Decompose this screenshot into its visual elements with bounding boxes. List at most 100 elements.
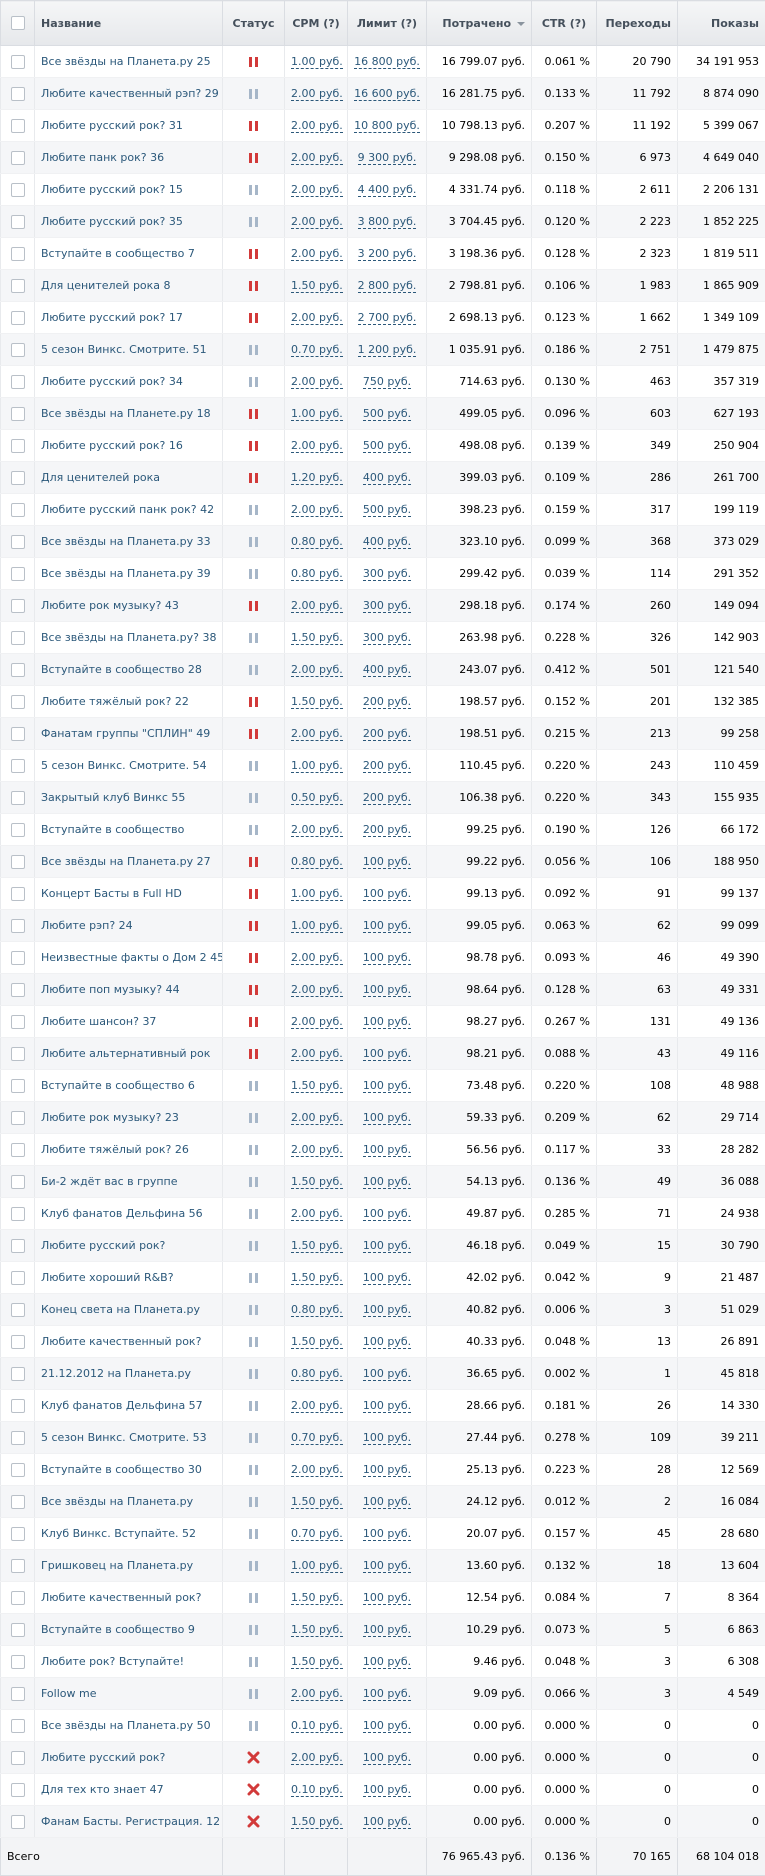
limit[interactable]: 200 руб.: [363, 695, 411, 709]
status-icon[interactable]: [223, 334, 285, 366]
ad-name-cell[interactable]: Для тех кто знает 47: [35, 1774, 223, 1806]
limit-cell[interactable]: 200 руб.: [348, 814, 427, 846]
ad-name-cell[interactable]: Любите панк рок? 36: [35, 142, 223, 174]
row-checkbox[interactable]: [1, 1582, 35, 1614]
row-checkbox[interactable]: [1, 1614, 35, 1646]
cpm[interactable]: 1.00 руб.: [291, 55, 343, 69]
cpm-cell[interactable]: 2.00 руб.: [285, 1198, 348, 1230]
ad-name-cell[interactable]: Конец света на Планета.ру: [35, 1294, 223, 1326]
cpm[interactable]: 2.00 руб.: [291, 823, 343, 837]
status-icon[interactable]: [223, 1166, 285, 1198]
cpm-cell[interactable]: 2.00 руб.: [285, 814, 348, 846]
status-icon[interactable]: [223, 1326, 285, 1358]
ad-name[interactable]: Вступайте в сообщество 28: [41, 663, 202, 676]
cpm-cell[interactable]: 1.00 руб.: [285, 1550, 348, 1582]
row-checkbox[interactable]: [1, 910, 35, 942]
row-checkbox[interactable]: [1, 718, 35, 750]
cpm-cell[interactable]: 2.00 руб.: [285, 302, 348, 334]
row-checkbox[interactable]: [1, 1518, 35, 1550]
ad-name[interactable]: Все звёзды на Планете.ру 18: [41, 407, 211, 420]
ad-name-cell[interactable]: Любите русский рок?: [35, 1742, 223, 1774]
row-checkbox[interactable]: [1, 974, 35, 1006]
ad-name-cell[interactable]: Любите качественный рок?: [35, 1326, 223, 1358]
cpm[interactable]: 2.00 руб.: [291, 1143, 343, 1157]
limit[interactable]: 100 руб.: [363, 1527, 411, 1541]
row-checkbox[interactable]: [1, 430, 35, 462]
ad-name-cell[interactable]: Любите русский рок? 35: [35, 206, 223, 238]
status-icon[interactable]: [223, 590, 285, 622]
ad-name-cell[interactable]: 5 сезон Винкс. Смотрите. 51: [35, 334, 223, 366]
ad-name[interactable]: Все звёзды на Планета.ру 39: [41, 567, 211, 580]
status-icon[interactable]: [223, 1102, 285, 1134]
limit-cell[interactable]: 100 руб.: [348, 1582, 427, 1614]
status-icon[interactable]: [223, 686, 285, 718]
status-icon[interactable]: [223, 718, 285, 750]
cpm-cell[interactable]: 1.00 руб.: [285, 750, 348, 782]
ad-name-cell[interactable]: Любите русский рок? 17: [35, 302, 223, 334]
ad-name[interactable]: 5 сезон Винкс. Смотрите. 53: [41, 1431, 207, 1444]
cpm-cell[interactable]: 2.00 руб.: [285, 1006, 348, 1038]
limit[interactable]: 100 руб.: [363, 1495, 411, 1509]
status-icon[interactable]: [223, 110, 285, 142]
cpm-cell[interactable]: 1.50 руб.: [285, 1166, 348, 1198]
status-icon[interactable]: [223, 1486, 285, 1518]
limit[interactable]: 750 руб.: [363, 375, 411, 389]
limit[interactable]: 200 руб.: [363, 823, 411, 837]
ad-name[interactable]: Закрытый клуб Винкс 55: [41, 791, 185, 804]
limit[interactable]: 100 руб.: [363, 1431, 411, 1445]
ad-name[interactable]: Любите русский рок? 34: [41, 375, 183, 388]
limit-cell[interactable]: 200 руб.: [348, 750, 427, 782]
limit-cell[interactable]: 200 руб.: [348, 686, 427, 718]
cpm[interactable]: 2.00 руб.: [291, 1399, 343, 1413]
ad-name[interactable]: Клуб Винкс. Вступайте. 52: [41, 1527, 196, 1540]
cpm[interactable]: 2.00 руб.: [291, 727, 343, 741]
ad-name-cell[interactable]: Любите рок? Вступайте!: [35, 1646, 223, 1678]
ad-name-cell[interactable]: Клуб фанатов Дельфина 56: [35, 1198, 223, 1230]
ad-name[interactable]: Любите русский рок?: [41, 1751, 165, 1764]
ad-name-cell[interactable]: Вступайте в сообщество: [35, 814, 223, 846]
cpm[interactable]: 2.00 руб.: [291, 87, 343, 101]
cpm-cell[interactable]: 1.50 руб.: [285, 1806, 348, 1838]
ad-name[interactable]: Любите хороший R&B?: [41, 1271, 174, 1284]
ad-name-cell[interactable]: Концерт Басты в Full HD: [35, 878, 223, 910]
ad-name[interactable]: Любите тяжёлый рок? 26: [41, 1143, 189, 1156]
limit[interactable]: 400 руб.: [363, 535, 411, 549]
limit[interactable]: 100 руб.: [363, 951, 411, 965]
cpm[interactable]: 0.80 руб.: [291, 855, 343, 869]
ad-name[interactable]: Конец света на Планета.ру: [41, 1303, 200, 1316]
ad-name[interactable]: Любите русский рок? 31: [41, 119, 183, 132]
ad-name-cell[interactable]: Любите хороший R&B?: [35, 1262, 223, 1294]
ad-name[interactable]: Вступайте в сообщество 30: [41, 1463, 202, 1476]
limit-cell[interactable]: 100 руб.: [348, 1166, 427, 1198]
ad-name-cell[interactable]: Любите качественный рок?: [35, 1582, 223, 1614]
cpm-cell[interactable]: 1.20 руб.: [285, 462, 348, 494]
cpm-cell[interactable]: 1.50 руб.: [285, 1486, 348, 1518]
cpm-cell[interactable]: 1.50 руб.: [285, 1070, 348, 1102]
cpm[interactable]: 2.00 руб.: [291, 151, 343, 165]
ad-name[interactable]: Вступайте в сообщество 9: [41, 1623, 195, 1636]
status-icon[interactable]: [223, 238, 285, 270]
cpm-cell[interactable]: 0.80 руб.: [285, 558, 348, 590]
ad-name[interactable]: Любите качественный рэп? 29: [41, 87, 219, 100]
limit[interactable]: 9 300 руб.: [358, 151, 417, 165]
cpm[interactable]: 0.70 руб.: [291, 1527, 343, 1541]
ad-name[interactable]: 5 сезон Винкс. Смотрите. 54: [41, 759, 207, 772]
row-checkbox[interactable]: [1, 1230, 35, 1262]
cpm[interactable]: 1.50 руб.: [291, 695, 343, 709]
status-icon[interactable]: [223, 622, 285, 654]
status-icon[interactable]: [223, 494, 285, 526]
cpm[interactable]: 0.80 руб.: [291, 1303, 343, 1317]
limit[interactable]: 1 200 руб.: [358, 343, 417, 357]
row-checkbox[interactable]: [1, 1006, 35, 1038]
row-checkbox[interactable]: [1, 462, 35, 494]
ad-name[interactable]: Любите русский рок? 16: [41, 439, 183, 452]
status-icon[interactable]: [223, 142, 285, 174]
row-checkbox[interactable]: [1, 1070, 35, 1102]
limit[interactable]: 100 руб.: [363, 1591, 411, 1605]
cpm-cell[interactable]: 2.00 руб.: [285, 654, 348, 686]
ad-name[interactable]: Все звёзды на Планета.ру 27: [41, 855, 211, 868]
ad-name-cell[interactable]: Фанам Басты. Регистрация. 12: [35, 1806, 223, 1838]
status-icon[interactable]: [223, 558, 285, 590]
row-checkbox[interactable]: [1, 782, 35, 814]
limit[interactable]: 100 руб.: [363, 1111, 411, 1125]
